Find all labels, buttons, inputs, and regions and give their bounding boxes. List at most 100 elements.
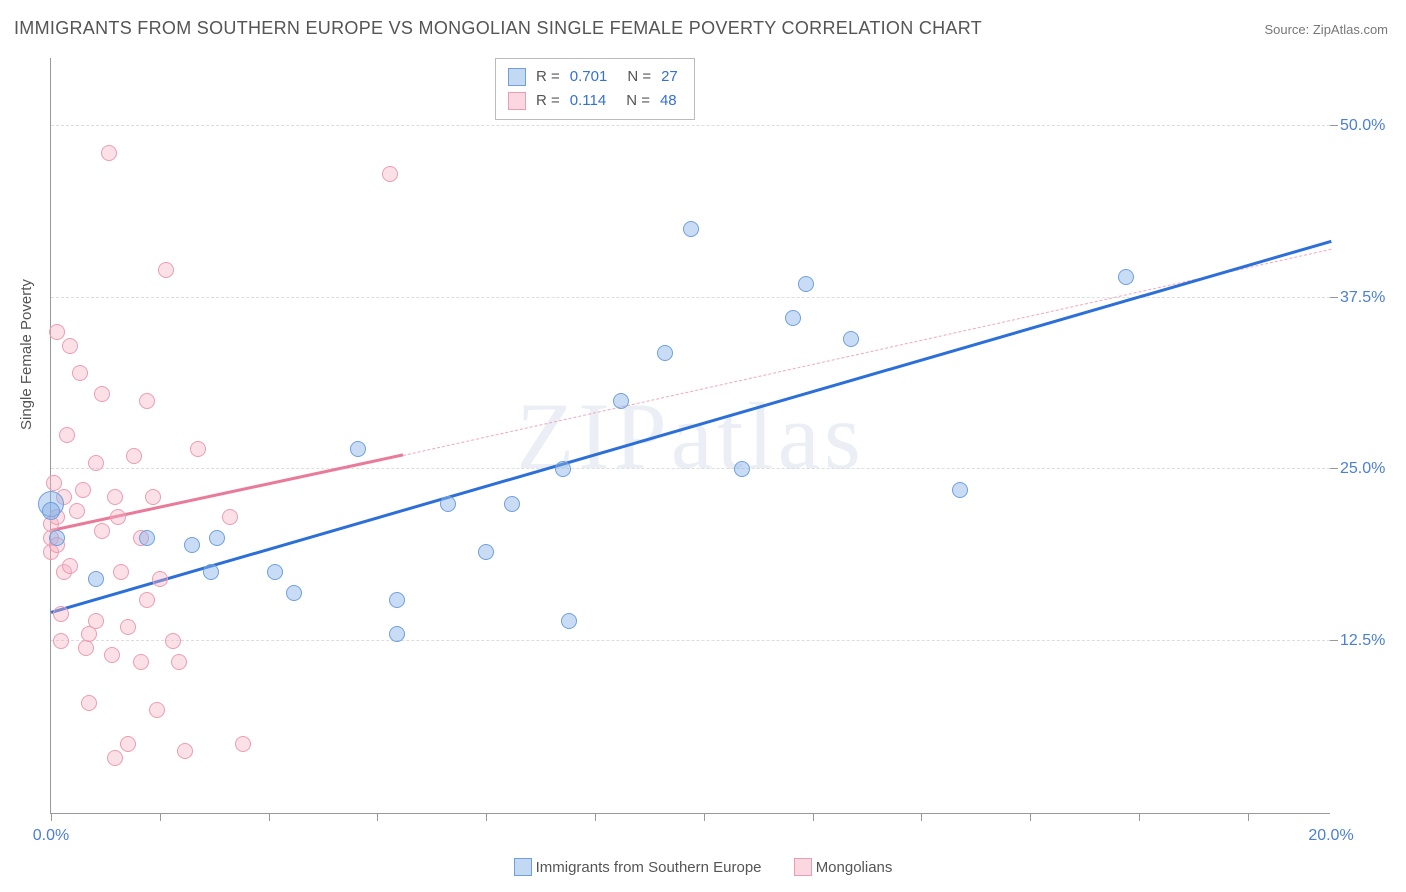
legend-stats-row-0: R = 0.701 N = 27	[508, 65, 682, 89]
watermark-light: atlas	[671, 383, 865, 489]
plot-area: ZIPatlas 12.5%25.0%37.5%50.0%0.0%20.0%	[50, 58, 1330, 814]
swatch-pink-icon	[794, 858, 812, 876]
n-value-0: 27	[661, 65, 678, 89]
x-tick	[1248, 813, 1249, 821]
data-point	[126, 448, 142, 464]
data-point	[49, 324, 65, 340]
data-point	[555, 461, 571, 477]
data-point	[171, 654, 187, 670]
data-point	[203, 564, 219, 580]
source-label: Source: ZipAtlas.com	[1264, 22, 1388, 37]
y-tick-label: 12.5%	[1340, 632, 1400, 650]
r-value-0: 0.701	[570, 65, 608, 89]
x-tick	[921, 813, 922, 821]
data-point	[561, 613, 577, 629]
data-point	[785, 310, 801, 326]
x-tick	[269, 813, 270, 821]
data-point	[62, 558, 78, 574]
data-point	[139, 530, 155, 546]
data-point	[952, 482, 968, 498]
data-point	[209, 530, 225, 546]
watermark-bold: ZIP	[516, 383, 671, 489]
data-point	[101, 145, 117, 161]
data-point	[133, 654, 149, 670]
x-tick	[813, 813, 814, 821]
r-label: R =	[536, 89, 560, 113]
data-point	[798, 276, 814, 292]
swatch-blue-icon	[508, 68, 526, 86]
data-point	[53, 606, 69, 622]
data-point	[75, 482, 91, 498]
data-point	[158, 262, 174, 278]
data-point	[94, 386, 110, 402]
data-point	[504, 496, 520, 512]
chart-title: IMMIGRANTS FROM SOUTHERN EUROPE VS MONGO…	[14, 18, 982, 39]
gridline-h	[51, 640, 1330, 641]
legend-stats-row-1: R = 0.114 N = 48	[508, 89, 682, 113]
y-tick-label: 37.5%	[1340, 289, 1400, 307]
data-point	[104, 647, 120, 663]
r-value-1: 0.114	[570, 89, 606, 113]
data-point	[88, 613, 104, 629]
data-point	[42, 502, 60, 520]
swatch-blue-icon	[514, 858, 532, 876]
gridline-h	[51, 468, 1330, 469]
data-point	[235, 736, 251, 752]
x-label-left: 0.0%	[33, 827, 69, 845]
y-axis-title: Single Female Poverty	[18, 279, 35, 430]
gridline-h	[51, 125, 1330, 126]
y-tick	[1330, 468, 1338, 469]
data-point	[49, 530, 65, 546]
n-label: N =	[627, 65, 651, 89]
data-point	[69, 503, 85, 519]
data-point	[613, 393, 629, 409]
data-point	[382, 166, 398, 182]
x-label-right: 20.0%	[1308, 827, 1353, 845]
data-point	[107, 489, 123, 505]
data-point	[72, 365, 88, 381]
r-label: R =	[536, 65, 560, 89]
data-point	[190, 441, 206, 457]
x-tick	[486, 813, 487, 821]
y-tick	[1330, 125, 1338, 126]
data-point	[389, 592, 405, 608]
data-point	[165, 633, 181, 649]
x-tick	[160, 813, 161, 821]
legend-label-0: Immigrants from Southern Europe	[536, 859, 762, 876]
data-point	[59, 427, 75, 443]
data-point	[120, 736, 136, 752]
data-point	[88, 571, 104, 587]
data-point	[389, 626, 405, 642]
data-point	[78, 640, 94, 656]
data-point	[120, 619, 136, 635]
n-value-1: 48	[660, 89, 677, 113]
data-point	[478, 544, 494, 560]
data-point	[1118, 269, 1134, 285]
data-point	[110, 509, 126, 525]
y-tick	[1330, 640, 1338, 641]
data-point	[113, 564, 129, 580]
y-tick	[1330, 297, 1338, 298]
n-label: N =	[626, 89, 650, 113]
x-tick	[1030, 813, 1031, 821]
data-point	[149, 702, 165, 718]
x-tick	[1139, 813, 1140, 821]
y-tick-label: 50.0%	[1340, 117, 1400, 135]
legend-bottom: Immigrants from Southern Europe Mongolia…	[0, 858, 1406, 880]
data-point	[683, 221, 699, 237]
data-point	[734, 461, 750, 477]
data-point	[139, 393, 155, 409]
data-point	[843, 331, 859, 347]
x-tick	[595, 813, 596, 821]
legend-label-1: Mongolians	[816, 859, 893, 876]
data-point	[145, 489, 161, 505]
data-point	[81, 626, 97, 642]
y-tick-label: 25.0%	[1340, 460, 1400, 478]
data-point	[267, 564, 283, 580]
data-point	[94, 523, 110, 539]
data-point	[152, 571, 168, 587]
legend-item-1: Mongolians	[794, 858, 893, 876]
data-point	[657, 345, 673, 361]
x-tick	[704, 813, 705, 821]
data-point	[139, 592, 155, 608]
